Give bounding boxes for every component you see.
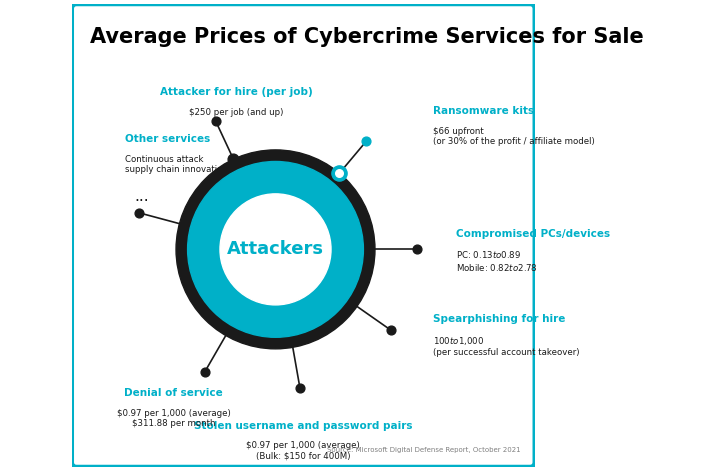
Text: ...: ... — [135, 189, 149, 204]
Point — [360, 138, 372, 145]
Text: Source: Microsoft Digital Defense Report, October 2021: Source: Microsoft Digital Defense Report… — [327, 447, 521, 453]
Text: Attackers: Attackers — [227, 240, 324, 259]
Text: Denial of service: Denial of service — [125, 388, 223, 398]
Text: Ransomware kits: Ransomware kits — [432, 106, 534, 116]
Point — [334, 170, 345, 177]
Point — [411, 245, 422, 253]
Point — [133, 209, 145, 217]
Text: $100 to $1,000
(per successful account takeover): $100 to $1,000 (per successful account t… — [432, 335, 579, 357]
Text: Stolen username and password pairs: Stolen username and password pairs — [194, 421, 412, 430]
Circle shape — [176, 150, 375, 349]
Point — [334, 170, 345, 177]
Circle shape — [220, 194, 331, 305]
Text: Continuous attack
supply chain innovation: Continuous attack supply chain innovatio… — [125, 154, 228, 174]
Text: Attacker for hire (per job): Attacker for hire (per job) — [160, 88, 313, 97]
FancyBboxPatch shape — [72, 4, 535, 467]
Text: $66 upfront
(or 30% of the profit / affiliate model): $66 upfront (or 30% of the profit / affi… — [432, 127, 594, 146]
Text: PC: $0.13 to $0.89
Mobile: $0.82 to $2.78: PC: $0.13 to $0.89 Mobile: $0.82 to $2.7… — [456, 249, 538, 273]
Point — [385, 326, 397, 334]
Circle shape — [188, 162, 364, 337]
Text: $0.97 per 1,000 (average)
(Bulk: $150 for 400M): $0.97 per 1,000 (average) (Bulk: $150 fo… — [246, 441, 360, 461]
Text: Compromised PCs/devices: Compromised PCs/devices — [456, 228, 610, 238]
Point — [228, 155, 239, 163]
Point — [199, 368, 211, 375]
Text: $0.97 per 1,000 (average)
$311.88 per month: $0.97 per 1,000 (average) $311.88 per mo… — [117, 409, 231, 429]
Point — [294, 385, 306, 392]
Text: Spearphishing for hire: Spearphishing for hire — [432, 314, 565, 324]
Point — [210, 118, 221, 125]
Text: $250 per job (and up): $250 per job (and up) — [189, 108, 284, 117]
Text: Average Prices of Cybercrime Services for Sale: Average Prices of Cybercrime Services fo… — [90, 27, 644, 47]
Text: Other services: Other services — [125, 134, 211, 144]
